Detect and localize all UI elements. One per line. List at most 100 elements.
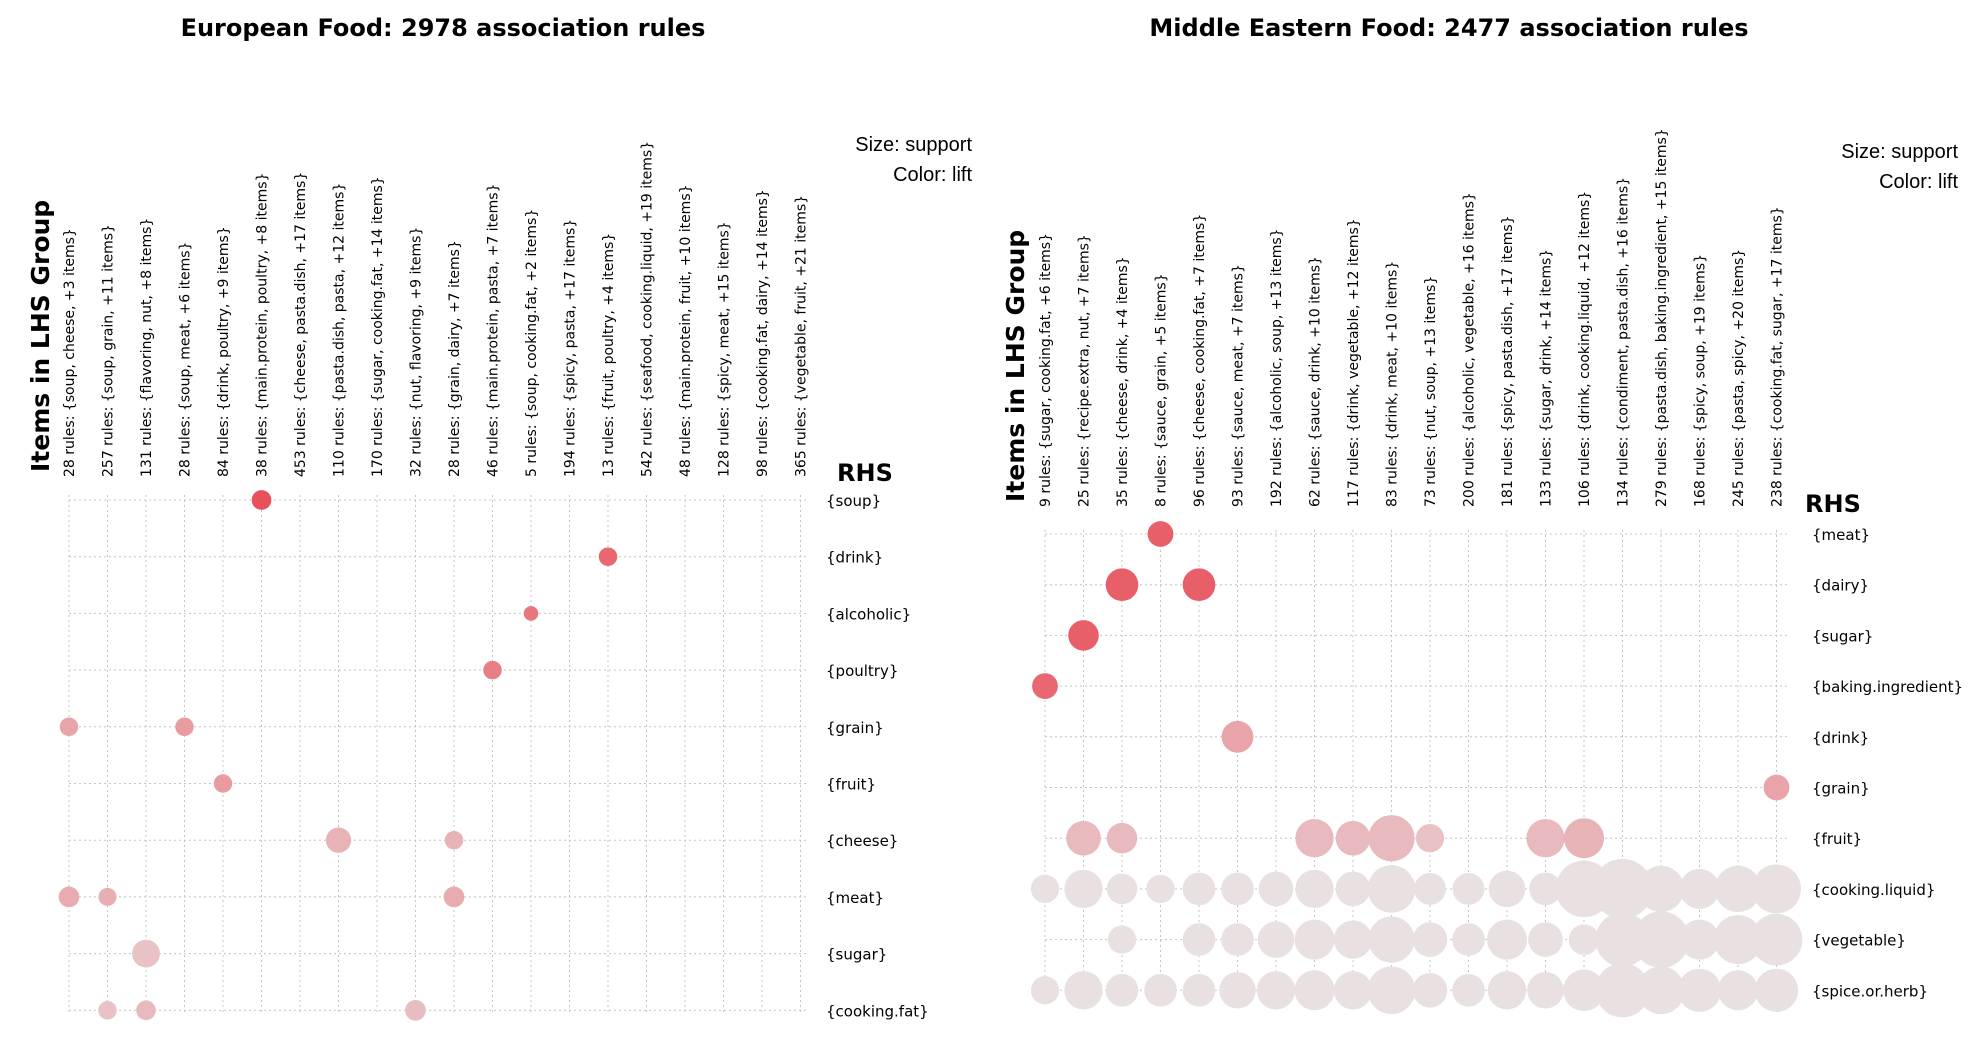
european-rule-points bbox=[58, 490, 618, 1021]
middle-eastern-rhs-label: {baking.ingredient} bbox=[1812, 678, 1963, 696]
european-rule-point bbox=[58, 886, 80, 908]
european-rule-point bbox=[175, 717, 194, 737]
european-lhs-label: 170 rules: {sugar, cooking.fat, +14 item… bbox=[370, 176, 386, 477]
middle-eastern-rule-point bbox=[1368, 815, 1415, 862]
european-rhs-axis-title: RHS bbox=[837, 459, 893, 487]
middle-eastern-rule-point bbox=[1106, 822, 1138, 854]
european-rhs-labels: {soup} {drink} {alcoholic} {poultry} {gr… bbox=[826, 492, 929, 1020]
european-lhs-label: 38 rules: {main.protein, poultry, +8 ite… bbox=[255, 173, 271, 477]
middle-eastern-lhs-label: 192 rules: {alcoholic, soup, +13 items} bbox=[1269, 228, 1285, 507]
middle-eastern-rule-point bbox=[1144, 973, 1177, 1007]
middle-eastern-lhs-label: 200 rules: {alcoholic, vegetable, +16 it… bbox=[1462, 192, 1478, 507]
european-rhs-label: {grain} bbox=[826, 719, 884, 737]
european-rule-point bbox=[523, 606, 539, 621]
middle-eastern-lhs-label: 73 rules: {nut, soup, +13 items} bbox=[1423, 276, 1439, 507]
european-rhs-label: {drink} bbox=[826, 549, 883, 567]
middle-eastern-lhs-label: 245 rules: {pasta, spicy, +20 items} bbox=[1731, 249, 1747, 507]
middle-eastern-rule-point bbox=[1333, 920, 1373, 959]
middle-eastern-rule-point bbox=[1679, 868, 1720, 909]
middle-eastern-rule-point bbox=[1754, 968, 1799, 1012]
middle-eastern-lhs-label: 35 rules: {cheese, drink, +4 items} bbox=[1115, 256, 1131, 507]
middle-eastern-rule-point bbox=[1750, 913, 1803, 966]
middle-eastern-lhs-label: 117 rules: {drink, vegetable, +12 items} bbox=[1346, 218, 1362, 507]
european-lhs-label: 5 rules: {soup, cooking.fat, +2 items} bbox=[524, 209, 540, 477]
middle-eastern-color-legend: Color: lift bbox=[1879, 171, 1958, 193]
middle-eastern-rhs-label: {spice.or.herb} bbox=[1812, 982, 1928, 1000]
middle-eastern-rule-point bbox=[1527, 972, 1564, 1009]
european-lhs-label: 257 rules: {soup, grain, +11 items} bbox=[101, 224, 117, 477]
european-rhs-label: {soup} bbox=[826, 492, 881, 510]
middle-eastern-rhs-label: {dairy} bbox=[1812, 577, 1869, 595]
middle-eastern-rule-point bbox=[1257, 921, 1295, 958]
middle-eastern-rule-point bbox=[1221, 720, 1254, 753]
middle-eastern-rhs-label: {grain} bbox=[1812, 780, 1870, 798]
middle-eastern-rule-point bbox=[1182, 923, 1216, 956]
middle-eastern-lhs-axis-title: Items in LHS Group bbox=[1001, 230, 1030, 502]
middle-eastern-rhs-label: {meat} bbox=[1812, 526, 1870, 544]
european-lhs-label: 365 rules: {vegetable, fruit, +21 items} bbox=[794, 195, 810, 477]
middle-eastern-rule-point bbox=[1182, 973, 1216, 1007]
middle-eastern-rule-point bbox=[1147, 521, 1174, 547]
european-lhs-label: 84 rules: {drink, poultry, +9 items} bbox=[216, 226, 232, 477]
european-rule-point bbox=[98, 887, 117, 906]
middle-eastern-rule-point bbox=[1182, 872, 1216, 906]
middle-eastern-rule-point bbox=[1529, 872, 1562, 906]
middle-eastern-rule-point bbox=[1592, 858, 1653, 919]
middle-eastern-rule-point bbox=[1032, 673, 1058, 700]
middle-eastern-rule-point bbox=[1714, 865, 1762, 912]
middle-eastern-rule-point bbox=[1107, 925, 1137, 954]
middle-eastern-rule-point bbox=[1295, 869, 1334, 909]
middle-eastern-lhs-label: 25 rules: {recipe.extra, nut, +7 items} bbox=[1077, 234, 1093, 507]
middle-eastern-rule-point bbox=[1488, 870, 1526, 908]
european-rule-point bbox=[98, 1001, 117, 1020]
middle-eastern-rule-point bbox=[1595, 912, 1650, 967]
middle-eastern-rule-point bbox=[1568, 924, 1600, 955]
european-lhs-label: 28 rules: {soup, cheese, +3 items} bbox=[62, 228, 78, 477]
middle-eastern-rule-point bbox=[1637, 865, 1685, 912]
european-lhs-label: 128 rules: {spicy, meat, +15 items} bbox=[717, 221, 733, 477]
european-rule-point bbox=[136, 1000, 156, 1021]
middle-eastern-rule-points bbox=[1030, 521, 1803, 1018]
middle-eastern-rhs-axis-title: RHS bbox=[1805, 490, 1861, 518]
european-rule-point bbox=[132, 939, 160, 968]
european-lhs-label: 28 rules: {grain, dairy, +7 items} bbox=[447, 240, 463, 477]
middle-eastern-rule-point bbox=[1333, 971, 1373, 1010]
european-grid bbox=[68, 495, 809, 1012]
middle-eastern-lhs-label: 181 rules: {spicy, pasta.dish, +17 items… bbox=[1500, 215, 1516, 507]
middle-eastern-rule-point bbox=[1368, 916, 1415, 963]
middle-eastern-rhs-label: {fruit} bbox=[1812, 830, 1862, 848]
european-rhs-label: {alcoholic} bbox=[826, 605, 911, 623]
european-rule-point bbox=[405, 999, 426, 1021]
european-size-legend: Size: support bbox=[855, 134, 972, 156]
middle-eastern-rhs-label: {drink} bbox=[1812, 729, 1869, 747]
middle-eastern-rule-point bbox=[1105, 973, 1139, 1007]
middle-eastern-rule-point bbox=[1335, 820, 1371, 856]
middle-eastern-rhs-label: {sugar} bbox=[1812, 627, 1873, 645]
middle-eastern-rule-point bbox=[1563, 969, 1605, 1012]
european-rule-point bbox=[59, 717, 79, 737]
european-lhs-label: 48 rules: {main.protein, fruit, +10 item… bbox=[678, 184, 694, 477]
middle-eastern-lhs-label: 134 rules: {condiment, pasta.dish, +16 i… bbox=[1616, 177, 1632, 507]
middle-eastern-rule-point bbox=[1294, 919, 1335, 960]
european-rule-point bbox=[444, 830, 464, 850]
european-lhs-labels: 28 rules: {soup, cheese, +3 items} 257 r… bbox=[62, 141, 810, 477]
middle-eastern-rule-point bbox=[1182, 568, 1216, 602]
middle-eastern-rule-point bbox=[1221, 872, 1254, 906]
middle-eastern-chart-title: Middle Eastern Food: 2477 association ru… bbox=[1149, 14, 1748, 42]
middle-eastern-rule-point bbox=[1415, 824, 1445, 853]
middle-eastern-panel: Middle Eastern Food: 2477 association ru… bbox=[1001, 14, 1963, 1018]
middle-eastern-lhs-label: 279 rules: {pasta.dish, baking.ingredien… bbox=[1654, 128, 1670, 507]
european-rhs-label: {sugar} bbox=[826, 946, 887, 964]
european-lhs-label: 28 rules: {soup, meat, +6 items} bbox=[178, 242, 194, 477]
middle-eastern-rule-point bbox=[1752, 864, 1801, 914]
european-lhs-label: 542 rules: {seafood, cooking.liquid, +19… bbox=[640, 141, 656, 477]
middle-eastern-rule-point bbox=[1679, 919, 1720, 960]
middle-eastern-rule-point bbox=[1256, 971, 1296, 1010]
middle-eastern-rule-point bbox=[1452, 973, 1485, 1007]
middle-eastern-rule-point bbox=[1105, 568, 1139, 602]
middle-eastern-size-legend: Size: support bbox=[1841, 141, 1958, 163]
middle-eastern-rule-point bbox=[1068, 620, 1099, 651]
middle-eastern-rule-point bbox=[1066, 820, 1101, 856]
middle-eastern-rule-point bbox=[1295, 819, 1334, 858]
middle-eastern-rule-point bbox=[1030, 976, 1060, 1005]
